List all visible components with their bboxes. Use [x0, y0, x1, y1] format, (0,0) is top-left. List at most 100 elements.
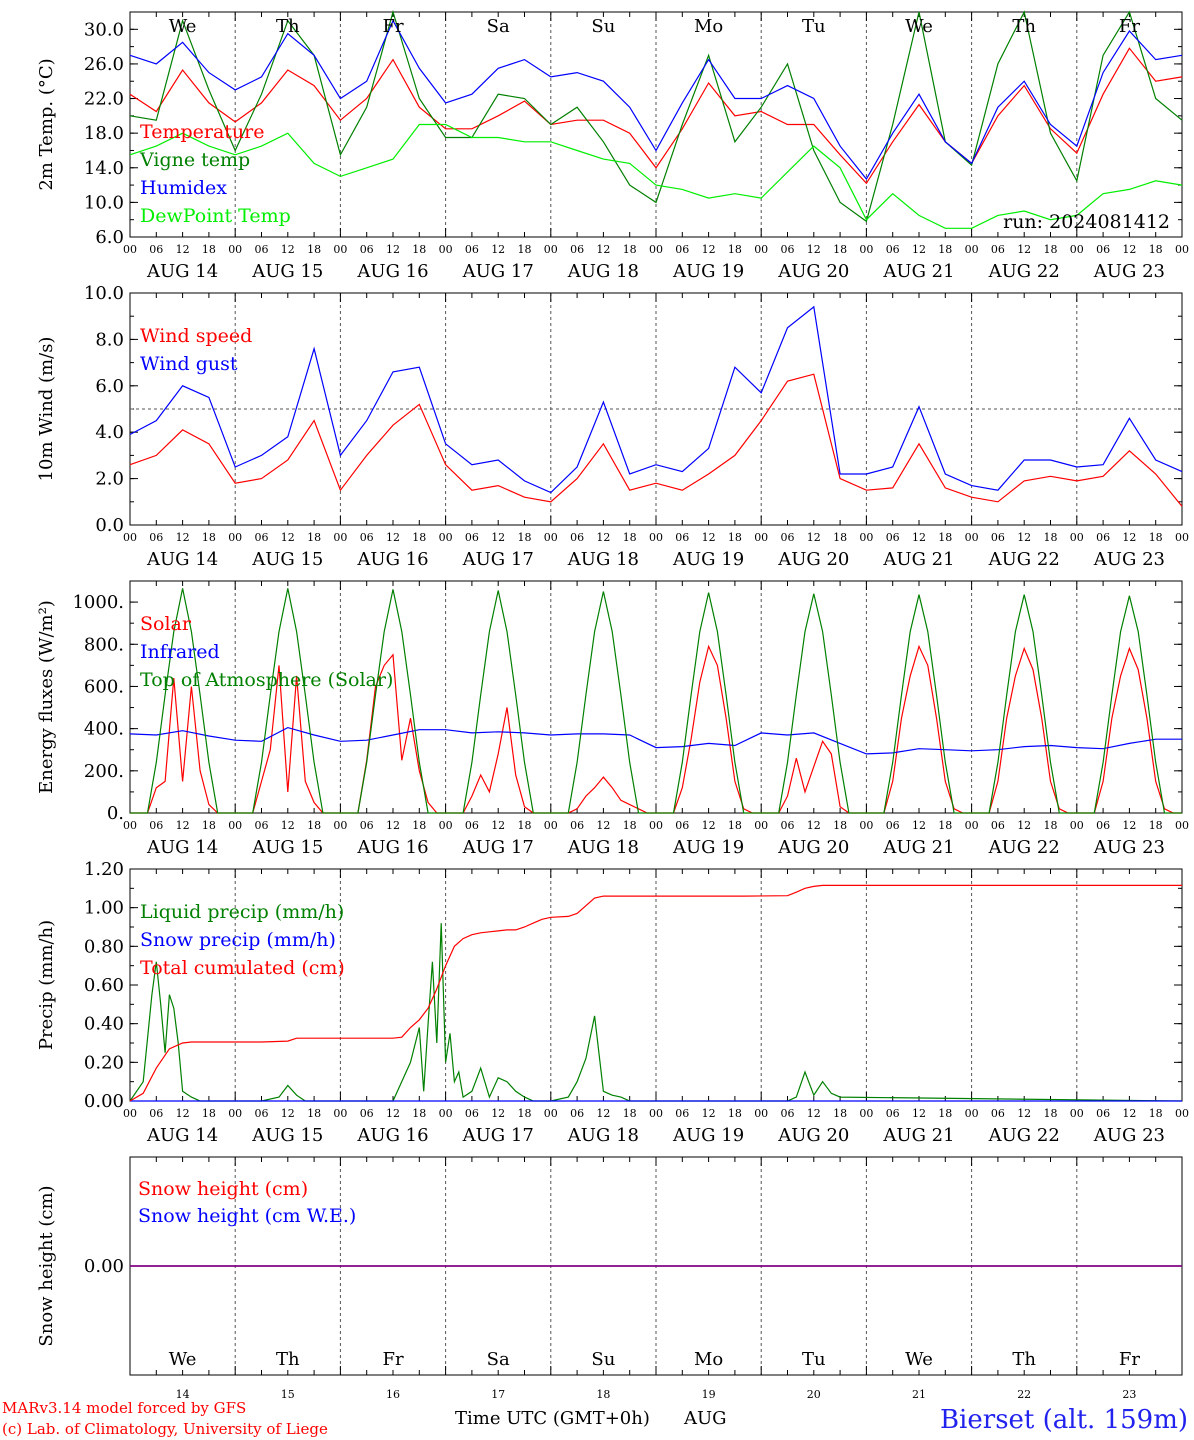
- y-tick-label: 0.: [107, 803, 124, 824]
- hour-tick-label: 06: [255, 243, 269, 256]
- date-label: AUG 14: [146, 549, 218, 570]
- hour-tick-label: 12: [176, 1107, 190, 1120]
- hour-tick-label: 18: [833, 1107, 847, 1120]
- date-label: AUG 17: [462, 1125, 534, 1146]
- weekday-label: Fr: [1119, 1349, 1140, 1370]
- y-tick-label: 30.0: [84, 19, 124, 40]
- hour-tick-label: 06: [255, 531, 269, 544]
- hour-tick-label: 00: [1070, 1107, 1084, 1120]
- hour-tick-label: 12: [807, 1107, 821, 1120]
- hour-tick-label: 12: [281, 1107, 295, 1120]
- hour-tick-label: 06: [255, 819, 269, 832]
- legend-entry: Snow height (cm): [138, 1178, 308, 1200]
- y-tick-label: 600.: [84, 676, 124, 697]
- hour-tick-label: 06: [1096, 1107, 1110, 1120]
- series-line: [129, 305, 1183, 494]
- hour-tick-label: 00: [649, 819, 663, 832]
- hour-tick-label: 18: [938, 819, 952, 832]
- date-label: AUG 16: [356, 549, 428, 570]
- hour-tick-label: 18: [728, 1107, 742, 1120]
- series-line: [130, 588, 1182, 814]
- hour-tick-label: 06: [360, 531, 374, 544]
- y-tick-label: 800.: [84, 634, 124, 655]
- hour-tick-label: 00: [228, 243, 242, 256]
- date-label: AUG 23: [1093, 549, 1165, 570]
- hour-tick-label: 06: [886, 531, 900, 544]
- y-tick-label: 6.0: [95, 227, 124, 248]
- series-line: [129, 373, 1183, 507]
- y-axis-title: Precip (mm/h): [36, 920, 57, 1050]
- hour-tick-label: 00: [228, 531, 242, 544]
- panel-4: 0.00 0.20 0.40 0.60 0.80 1.00 1.20 Precip (mm/h…: [36, 859, 1189, 1146]
- station-name: Bierset (alt. 159m): [940, 1405, 1188, 1435]
- hour-tick-label: 12: [281, 243, 295, 256]
- date-label: AUG 20: [777, 837, 849, 858]
- hour-tick-label: 00: [859, 243, 873, 256]
- weekday-label: Mo: [694, 1349, 723, 1370]
- hour-tick-label: 06: [149, 819, 163, 832]
- hour-tick-label: 18: [1044, 1107, 1058, 1120]
- legend-entry: Humidex: [140, 177, 227, 199]
- hour-tick-label: 18: [623, 1107, 637, 1120]
- hour-tick-label: 06: [991, 531, 1005, 544]
- weekday-label: Mo: [694, 16, 723, 37]
- hour-tick-label: 00: [1070, 531, 1084, 544]
- hour-tick-label: 18: [833, 531, 847, 544]
- date-label: AUG 21: [882, 549, 954, 570]
- weekday-label: We: [169, 1349, 197, 1370]
- hour-tick-label: 00: [649, 243, 663, 256]
- hour-tick-label: 00: [123, 531, 137, 544]
- hour-tick-label: 18: [518, 243, 532, 256]
- hour-tick-label: 12: [912, 243, 926, 256]
- series-line: [129, 123, 1183, 229]
- hour-tick-label: 12: [807, 819, 821, 832]
- hour-tick-label: 12: [176, 531, 190, 544]
- hour-tick-label: 00: [1175, 243, 1189, 256]
- y-axis-title: Snow height (cm): [36, 1185, 57, 1346]
- hour-tick-label: 06: [570, 531, 584, 544]
- hour-tick-label: 00: [965, 243, 979, 256]
- date-label: AUG 22: [988, 549, 1060, 570]
- hour-tick-label: 12: [596, 243, 610, 256]
- hour-tick-label: 18: [1149, 531, 1163, 544]
- legend-entry: Snow precip (mm/h): [140, 929, 336, 951]
- hour-tick-label: 06: [1096, 243, 1110, 256]
- hour-tick-label: 18: [412, 531, 426, 544]
- panel-1: 6.0 10.0 14.0 18.0 22.0 26.0 30.0 2m Temp. (°C)…: [36, 9, 1189, 282]
- date-label: AUG 17: [462, 837, 534, 858]
- hour-tick-label: 12: [807, 243, 821, 256]
- hour-tick-label: 12: [386, 531, 400, 544]
- y-tick-label: 0.00: [84, 1256, 124, 1277]
- y-axis-title: 2m Temp. (°C): [36, 58, 57, 190]
- date-label: AUG 22: [988, 837, 1060, 858]
- hour-tick-label: 00: [333, 819, 347, 832]
- day-number-label: 16: [386, 1388, 400, 1401]
- hour-tick-label: 12: [1122, 1107, 1136, 1120]
- date-label: AUG 18: [567, 549, 639, 570]
- day-number-label: 17: [491, 1388, 505, 1401]
- hour-tick-label: 00: [1175, 1107, 1189, 1120]
- hour-tick-label: 18: [1044, 243, 1058, 256]
- y-tick-label: 0.40: [84, 1014, 124, 1035]
- y-tick-label: 22.0: [84, 89, 124, 110]
- series-line: [129, 9, 1183, 223]
- hour-tick-label: 18: [307, 819, 321, 832]
- hour-tick-label: 12: [491, 531, 505, 544]
- hour-tick-label: 00: [754, 1107, 768, 1120]
- hour-tick-label: 06: [570, 243, 584, 256]
- hour-tick-label: 18: [1149, 819, 1163, 832]
- weekday-label: Fr: [1119, 16, 1140, 37]
- hour-tick-label: 18: [202, 1107, 216, 1120]
- date-label: AUG 22: [988, 261, 1060, 282]
- date-label: AUG 16: [356, 837, 428, 858]
- weekday-label: Th: [276, 16, 300, 37]
- hour-tick-label: 00: [1175, 531, 1189, 544]
- y-tick-label: 8.0: [95, 329, 124, 350]
- date-label: AUG 17: [462, 261, 534, 282]
- hour-tick-label: 18: [307, 531, 321, 544]
- hour-tick-label: 00: [439, 531, 453, 544]
- date-label: AUG 22: [988, 1125, 1060, 1146]
- hour-tick-label: 18: [412, 1107, 426, 1120]
- hour-tick-label: 18: [1044, 819, 1058, 832]
- hour-tick-label: 12: [176, 819, 190, 832]
